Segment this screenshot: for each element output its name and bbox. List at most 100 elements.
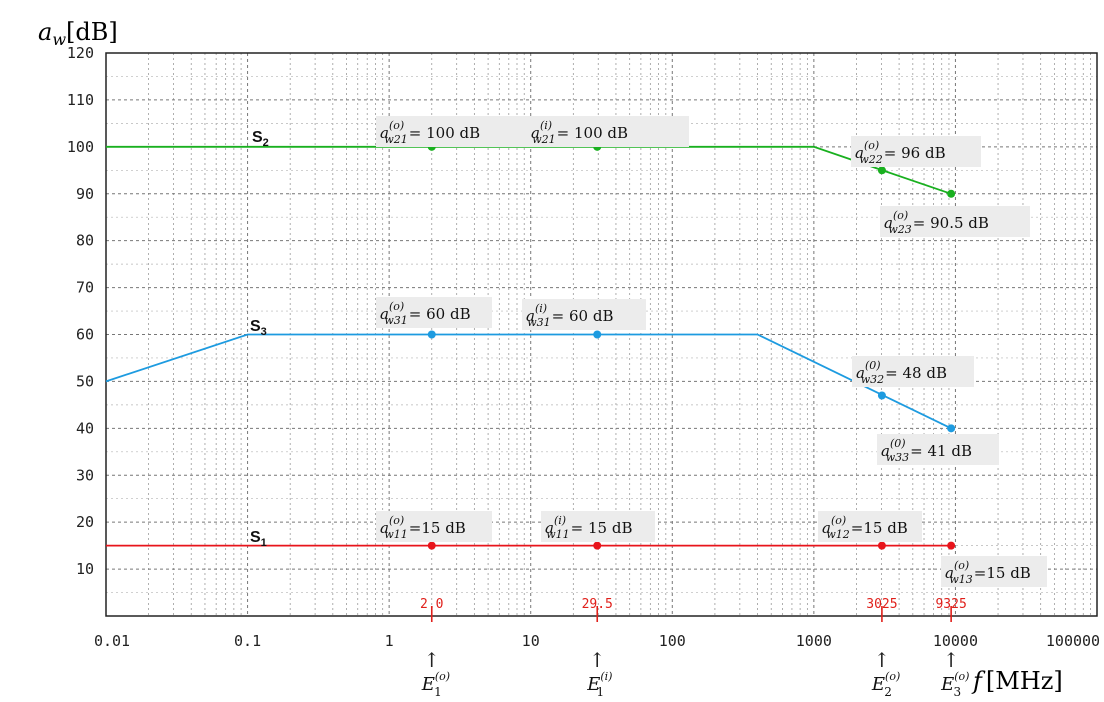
annotation-background: [851, 136, 981, 167]
frequency-mark-label: 9325: [935, 597, 966, 612]
annotation-superscript: (o): [954, 559, 969, 572]
series-label-s2: S2: [252, 129, 269, 149]
series-label-letter: S: [250, 318, 261, 335]
annotation-symbol: a: [380, 124, 389, 142]
annotation-subscript: w22: [859, 153, 882, 166]
frequency-mark: 2.0 ↑E(o) 1: [420, 597, 450, 699]
y-axis-title: aw[dB]: [38, 18, 118, 49]
annotation-subscript: w32: [861, 373, 884, 386]
y-tick-label: 30: [76, 466, 94, 484]
series-label-s3: S3: [250, 318, 267, 338]
event-label: E(o) 1: [421, 670, 450, 699]
annotation-symbol: a: [855, 144, 864, 162]
y-axis-symbol: a: [38, 18, 52, 46]
annotation-aw31: a(o) w31= 60 dB: [376, 297, 492, 328]
y-tick-label: 80: [76, 232, 94, 250]
annotation-superscript: (o): [389, 514, 404, 527]
annotation-background: [527, 116, 689, 147]
annotation-text: a(o) w23= 90.5 dB: [884, 209, 989, 236]
annotation-value: = 96 dB: [884, 144, 946, 162]
x-tick-label: 100: [659, 632, 686, 650]
x-axis-title: f [MHz]: [971, 667, 1063, 695]
annotation-background: [376, 297, 492, 328]
annotation-background: [941, 556, 1047, 587]
annotation-symbol: a: [822, 519, 831, 537]
x-tick-label: 0.01: [94, 632, 130, 650]
event-superscript: (o): [954, 670, 969, 683]
annotation-aw11: a(o) w11=15 dB: [376, 511, 492, 542]
annotation-superscript: (o): [831, 514, 846, 527]
annotation-superscript: (0): [890, 437, 906, 450]
annotation-subscript: w31: [527, 316, 550, 329]
annotation-aw23: a(o) w23= 90.5 dB: [880, 206, 1030, 237]
annotation-value: = 60 dB: [409, 305, 471, 323]
annotation-superscript: (o): [864, 139, 879, 152]
event-label: E(i) 1: [586, 670, 612, 699]
annotation-background: [852, 356, 974, 387]
y-tick-label: 50: [76, 372, 94, 390]
event-subscript: 1: [596, 685, 604, 699]
data-point-s1: [593, 541, 602, 550]
x-tick-label: 100000: [1046, 632, 1100, 650]
annotation-value: =15 dB: [409, 519, 466, 537]
series-label-letter: S: [252, 129, 263, 146]
y-tick-label: 110: [67, 91, 94, 109]
event-letter: E: [586, 674, 600, 695]
frequency-mark: 29.5 ↑E(i) 1: [582, 597, 613, 699]
data-point-s3: [877, 391, 886, 400]
arrow-icon: ↑: [423, 648, 440, 672]
annotation-background: [541, 511, 655, 542]
x-axis-symbol: f: [971, 667, 986, 695]
data-point-s3: [947, 424, 956, 433]
arrow-icon: ↑: [589, 648, 606, 672]
annotation-superscript: (i): [540, 119, 552, 132]
annotation-symbol: a: [545, 519, 554, 537]
annotation-superscript: (i): [535, 302, 547, 315]
annotation-background: [877, 434, 999, 465]
annotation-symbol: a: [380, 519, 389, 537]
annotation-background: [522, 299, 646, 330]
annotation-text: a(o) w31= 60 dB: [380, 300, 471, 327]
annotation-aw21: a(o) w21= 100 dB: [376, 116, 538, 147]
y-axis-unit: [dB]: [66, 18, 118, 46]
frequency-mark: 3025 ↑E(o) 2: [866, 597, 900, 699]
annotation-text: a(o) w13=15 dB: [945, 559, 1031, 586]
data-point-s1: [947, 541, 956, 550]
x-tick-label: 10000: [933, 632, 978, 650]
annotation-text: a(o) w21= 100 dB: [380, 119, 480, 146]
annotation-background: [376, 511, 492, 542]
data-point-s3: [427, 330, 436, 339]
annotation-symbol: a: [526, 307, 535, 325]
annotation-text: a(o) w11=15 dB: [380, 514, 466, 541]
annotation-value: =15 dB: [851, 519, 908, 537]
data-point-s2: [877, 166, 886, 175]
plot-frame: [105, 52, 1098, 617]
series-lines: [105, 145, 952, 547]
x-axis-unit: [MHz]: [986, 667, 1063, 695]
annotation-text: a(o) w22= 96 dB: [855, 139, 946, 166]
annotation-text: a(o) w12=15 dB: [822, 514, 908, 541]
series-points: [427, 142, 956, 550]
event-subscript: 2: [884, 685, 892, 699]
annotation-text: a(0) w32= 48 dB: [856, 359, 947, 386]
annotation-value: = 41 dB: [910, 442, 972, 460]
frequency-mark: 9325 ↑E(o) 3: [935, 597, 969, 699]
event-subscript: 3: [953, 685, 961, 699]
annotation-value: = 100 dB: [557, 124, 628, 142]
annotation-superscript: (o): [893, 209, 908, 222]
y-tick-label: 100: [67, 138, 94, 156]
annotation-symbol: a: [380, 305, 389, 323]
series-label-s1: S1: [250, 529, 267, 549]
annotation-value: = 90.5 dB: [913, 214, 989, 232]
annotation-aw32: a(0) w32= 48 dB: [852, 356, 974, 387]
annotation-value: = 60 dB: [552, 307, 614, 325]
data-point-s1: [427, 541, 436, 550]
series-label-sub: 2: [263, 137, 269, 149]
event-letter: E: [871, 674, 885, 695]
annotation-subscript: w13: [949, 573, 972, 586]
annotation-symbol: a: [531, 124, 540, 142]
event-label: E(o) 2: [871, 670, 900, 699]
series-label-sub: 1: [261, 537, 267, 549]
annotation-background: [818, 511, 922, 542]
